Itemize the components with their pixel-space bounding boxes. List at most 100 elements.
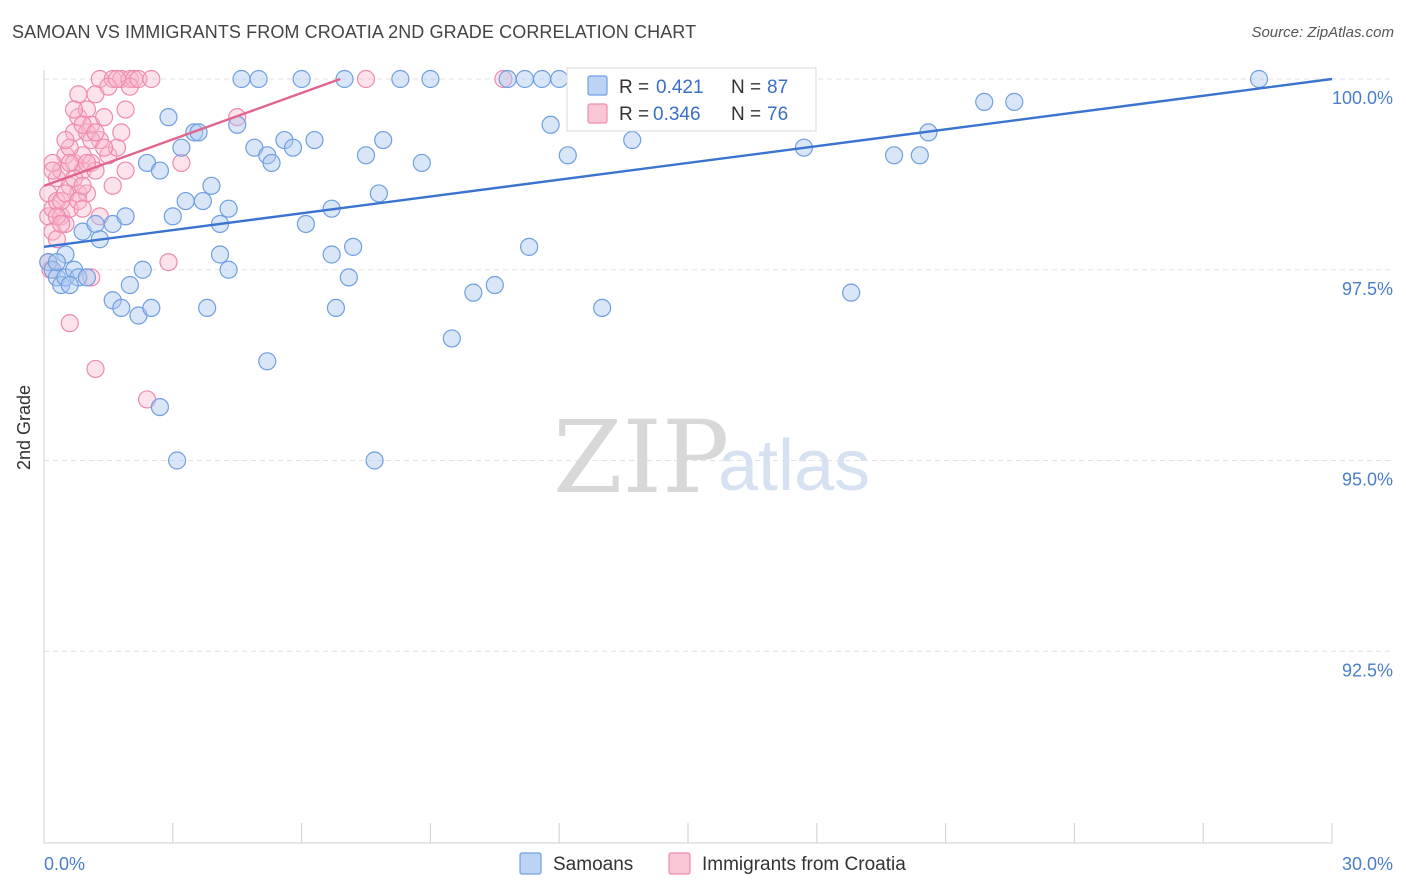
stats-r-value-samoans: 0.421: [656, 77, 704, 98]
stats-swatch-croatia: [587, 103, 608, 124]
point-samoans: [116, 207, 135, 226]
watermark-zip: ZIP: [553, 399, 729, 516]
point-samoans: [365, 451, 384, 470]
point-croatia: [64, 100, 84, 119]
point-croatia: [112, 123, 131, 142]
point-samoans: [550, 69, 569, 89]
point-samoans: [326, 298, 346, 317]
point-samoans: [344, 237, 363, 256]
point-samoans: [133, 260, 152, 279]
point-samoans: [910, 146, 929, 165]
point-samoans: [335, 69, 354, 89]
x-tick-labels: 0.0% 30.0%: [44, 854, 1393, 874]
watermark-atlas: atlas: [718, 426, 870, 506]
point-samoans: [283, 138, 303, 157]
y-tick-label: 92.5%: [1342, 660, 1393, 680]
trend-lines: [43, 77, 1333, 249]
point-croatia: [69, 85, 88, 104]
stats-r-label-samoans: R =: [619, 77, 649, 98]
trend-line-samoans: [43, 77, 1333, 249]
point-samoans: [249, 69, 268, 89]
point-samoans: [219, 199, 238, 218]
stats-n-label-croatia: N =: [731, 104, 761, 125]
legend-swatch-croatia: [668, 852, 691, 875]
point-samoans: [421, 69, 440, 89]
point-croatia: [60, 153, 79, 173]
point-croatia: [56, 130, 75, 150]
point-croatia: [356, 69, 376, 89]
point-croatia: [116, 100, 135, 119]
y-tick-label: 95.0%: [1342, 470, 1393, 490]
point-croatia: [82, 268, 101, 287]
point-croatia: [116, 161, 135, 180]
stats-n-value-croatia: 76: [767, 104, 788, 125]
point-samoans: [120, 275, 139, 295]
point-samoans: [296, 214, 315, 234]
point-samoans: [356, 146, 376, 165]
point-samoans: [150, 161, 170, 180]
point-samoans: [842, 283, 861, 302]
point-samoans: [884, 146, 904, 165]
stats-legend-box: [566, 67, 817, 132]
point-samoans: [515, 69, 534, 89]
point-samoans: [232, 69, 251, 89]
point-samoans: [202, 176, 221, 195]
point-samoans: [322, 245, 341, 264]
point-croatia: [107, 69, 127, 89]
point-samoans: [47, 253, 66, 272]
point-samoans: [520, 237, 539, 256]
point-samoans: [262, 153, 281, 173]
point-croatia: [60, 314, 79, 333]
point-croatia: [73, 176, 92, 195]
point-samoans: [258, 352, 277, 371]
point-samoans: [60, 275, 79, 295]
stats-swatch-samoans: [587, 75, 608, 96]
point-samoans: [305, 130, 324, 150]
point-samoans: [391, 69, 410, 89]
point-samoans: [975, 92, 994, 111]
series-croatia-points: [39, 69, 513, 409]
point-samoans: [485, 275, 504, 295]
legend-label-samoans: Samoans: [553, 854, 633, 875]
point-samoans: [464, 283, 483, 302]
legend-label-croatia: Immigrants from Croatia: [702, 854, 906, 875]
point-samoans: [593, 298, 612, 317]
point-samoans: [541, 115, 560, 134]
point-samoans: [1249, 69, 1269, 89]
point-samoans: [369, 184, 388, 203]
y-tick-labels: 92.5% 95.0% 97.5% 100.0%: [1332, 88, 1393, 680]
point-croatia: [95, 108, 114, 127]
stats-r-value-croatia: 0.346: [653, 104, 701, 125]
point-samoans: [193, 191, 212, 211]
point-samoans: [198, 298, 217, 317]
point-croatia: [494, 69, 513, 89]
series-samoans-points: [39, 69, 1269, 470]
point-croatia: [52, 214, 71, 234]
point-croatia: [172, 153, 191, 173]
point-samoans: [498, 69, 517, 89]
point-samoans: [210, 245, 230, 264]
point-croatia: [159, 253, 178, 272]
point-croatia: [86, 359, 105, 379]
x-ticks: [43, 823, 1333, 843]
point-samoans: [112, 298, 131, 317]
point-samoans: [558, 146, 577, 165]
watermark: ZIP atlas: [553, 399, 870, 516]
point-samoans: [412, 153, 431, 173]
y-tick-label: 97.5%: [1342, 279, 1393, 299]
source-credit: Source: ZipAtlas.com: [1251, 24, 1394, 41]
stats-r-label-croatia: R =: [619, 104, 649, 125]
x-tick-label-max: 30.0%: [1342, 854, 1393, 874]
point-samoans: [159, 108, 178, 127]
point-croatia: [86, 123, 105, 142]
trend-line-croatia: [43, 77, 341, 187]
legend-swatch-samoans: [519, 852, 542, 875]
point-samoans: [176, 191, 195, 211]
stats-n-label-samoans: N =: [731, 77, 761, 98]
point-samoans: [172, 138, 191, 157]
point-samoans: [163, 207, 182, 226]
point-croatia: [43, 161, 62, 180]
point-samoans: [623, 130, 642, 150]
x-tick-label-min: 0.0%: [44, 854, 85, 874]
chart-title: SAMOAN VS IMMIGRANTS FROM CROATIA 2ND GR…: [12, 22, 697, 42]
